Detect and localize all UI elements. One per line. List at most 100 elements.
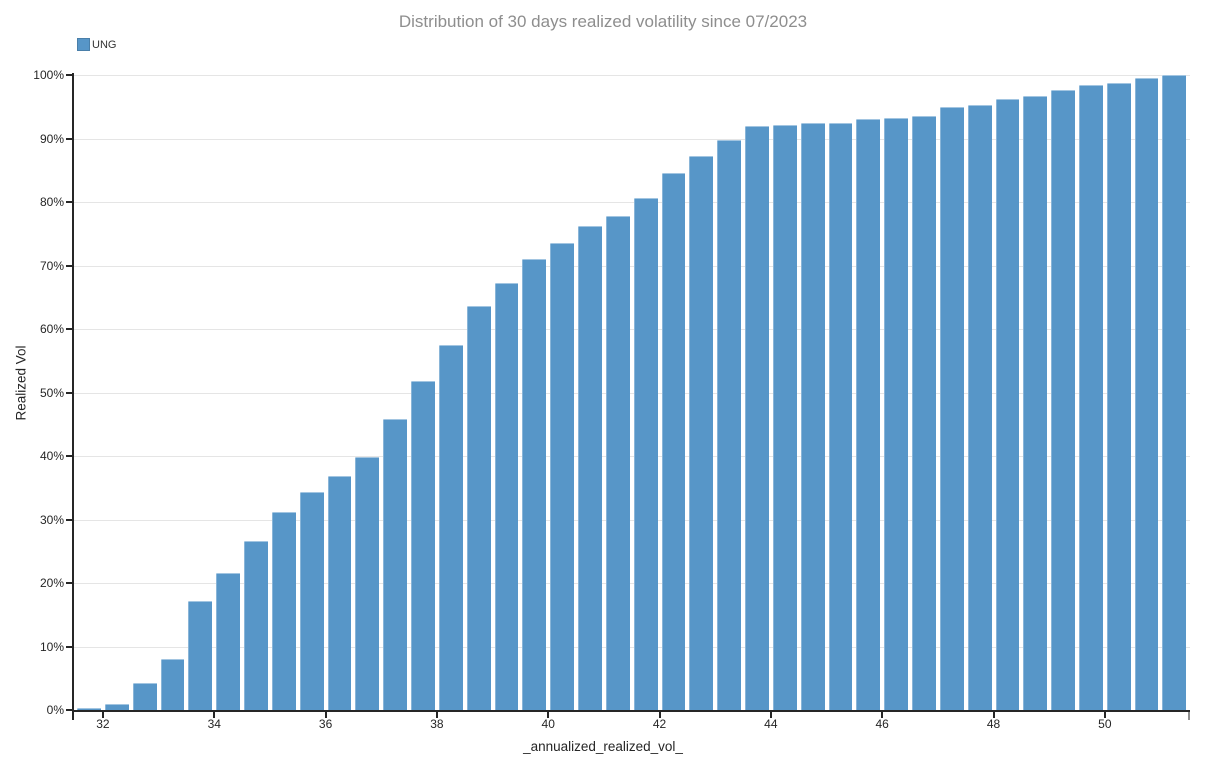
bar-bin-49.25 bbox=[1051, 89, 1075, 710]
y-tick-mark-80 bbox=[66, 201, 73, 203]
y-tick-mark-90 bbox=[66, 137, 73, 140]
bar-bin-34.25 bbox=[216, 572, 241, 710]
bar-bin-41.25 bbox=[605, 215, 630, 710]
bar-bin-46.25 bbox=[884, 117, 909, 710]
bar-bin-33.25 bbox=[160, 658, 185, 710]
y-tick-label-50: 50% bbox=[39, 385, 64, 400]
x-axis-title: _annualized_realized_vol_ bbox=[523, 739, 683, 754]
bar-bin-32.75 bbox=[132, 683, 157, 710]
bar-bin-50.75 bbox=[1134, 78, 1159, 710]
bar-bin-36.75 bbox=[355, 456, 380, 710]
y-axis-title: Realized Vol bbox=[13, 345, 29, 421]
bar-bin-38.25 bbox=[438, 344, 463, 710]
x-tick-label-50: 50 bbox=[1098, 717, 1112, 731]
x-tick-mark-42 bbox=[658, 712, 661, 718]
bar-bin-48.25 bbox=[995, 98, 1020, 710]
x-tick-mark-48 bbox=[992, 712, 995, 718]
gridline-20 bbox=[74, 583, 1190, 584]
bar-bin-49.75 bbox=[1079, 84, 1103, 710]
y-tick-mark-40 bbox=[66, 455, 73, 457]
x-tick-mark-46 bbox=[881, 712, 884, 718]
gridline-90 bbox=[74, 138, 1190, 140]
bar-bin-50.25 bbox=[1106, 82, 1131, 710]
x-tick-label-38: 38 bbox=[430, 717, 444, 731]
x-tick-label-34: 34 bbox=[207, 717, 221, 731]
gridline-80 bbox=[74, 202, 1190, 203]
y-tick-mark-30 bbox=[66, 518, 73, 521]
bar-bin-48.75 bbox=[1023, 95, 1048, 710]
x-tick-label-32: 32 bbox=[96, 717, 110, 731]
x-tick-mark-40 bbox=[547, 712, 550, 718]
bar-bin-35.75 bbox=[299, 492, 324, 710]
y-axis-line bbox=[72, 73, 74, 720]
y-tick-label-20: 20% bbox=[39, 576, 64, 590]
bar-bin-47.25 bbox=[939, 107, 964, 710]
bar-bin-36.25 bbox=[327, 476, 352, 710]
x-tick-label-40: 40 bbox=[541, 717, 555, 731]
bar-bin-43.25 bbox=[717, 139, 742, 710]
chart-title: Distribution of 30 days realized volatil… bbox=[398, 12, 808, 31]
x-tick-label-42: 42 bbox=[652, 717, 667, 731]
bar-bin-31.75 bbox=[77, 708, 101, 710]
x-tick-mark-38 bbox=[435, 712, 438, 718]
x-tick-mark-32 bbox=[101, 712, 104, 718]
bar-bin-45.75 bbox=[856, 119, 881, 710]
x-tick-mark-44 bbox=[769, 712, 772, 718]
x-axis-line bbox=[72, 710, 1190, 712]
y-tick-label-70: 70% bbox=[39, 258, 64, 273]
bar-bin-35.25 bbox=[271, 511, 296, 710]
bar-bin-47.75 bbox=[967, 104, 992, 710]
bar-bin-42.25 bbox=[661, 173, 686, 710]
y-tick-mark-100 bbox=[66, 74, 73, 76]
y-tick-label-90: 90% bbox=[39, 131, 64, 146]
x-tick-label-36: 36 bbox=[318, 717, 333, 731]
bar-bin-39.25 bbox=[494, 283, 519, 710]
gridline-30 bbox=[74, 519, 1190, 521]
bar-bin-37.25 bbox=[383, 418, 408, 710]
x-tick-label-46: 46 bbox=[875, 717, 889, 731]
y-tick-label-80: 80% bbox=[39, 195, 64, 209]
plot-area bbox=[74, 75, 1190, 710]
bar-bin-44.75 bbox=[800, 122, 825, 710]
x-tick-mark-34 bbox=[213, 712, 216, 718]
bar-bin-34.75 bbox=[244, 541, 268, 710]
legend: UNG bbox=[77, 38, 116, 51]
legend-swatch-ung bbox=[77, 38, 90, 51]
gridline-100 bbox=[74, 75, 1190, 76]
y-tick-label-60: 60% bbox=[39, 322, 64, 336]
x-tick-label-44: 44 bbox=[764, 717, 778, 731]
legend-label-ung: UNG bbox=[92, 38, 117, 51]
bar-bin-32.25 bbox=[104, 703, 129, 710]
y-tick-label-100: 100% bbox=[33, 68, 64, 82]
bar-bin-42.75 bbox=[689, 155, 714, 710]
bar-bin-43.75 bbox=[745, 126, 769, 710]
y-tick-mark-60 bbox=[66, 328, 73, 330]
bar-bin-39.75 bbox=[522, 258, 547, 710]
bar-bin-41.75 bbox=[633, 198, 658, 710]
bar-bin-45.25 bbox=[828, 122, 853, 710]
bar-bin-38.75 bbox=[466, 305, 491, 710]
bar-bin-51.25 bbox=[1162, 75, 1187, 710]
gridline-70 bbox=[74, 265, 1190, 267]
x-tick-label-48: 48 bbox=[986, 717, 1001, 731]
y-tick-mark-10 bbox=[66, 645, 73, 648]
x-tick-mark-50 bbox=[1103, 712, 1106, 718]
gridline-50 bbox=[74, 392, 1190, 394]
y-tick-label-10: 10% bbox=[39, 639, 64, 654]
x-tick-mark-36 bbox=[324, 712, 327, 718]
gridline-60 bbox=[74, 329, 1190, 330]
y-tick-label-30: 30% bbox=[39, 512, 64, 527]
bar-bin-46.75 bbox=[912, 115, 936, 710]
bar-bin-40.75 bbox=[578, 225, 602, 710]
y-tick-label-0: 0% bbox=[46, 703, 64, 717]
y-tick-label-40: 40% bbox=[39, 449, 64, 463]
y-tick-mark-20 bbox=[66, 582, 73, 584]
bar-bin-37.75 bbox=[411, 381, 435, 710]
gridline-10 bbox=[74, 646, 1190, 648]
bar-bin-33.75 bbox=[188, 600, 213, 710]
y-tick-mark-0 bbox=[66, 709, 73, 711]
gridline-40 bbox=[74, 456, 1190, 457]
y-tick-mark-50 bbox=[66, 391, 73, 394]
y-tick-mark-70 bbox=[66, 264, 73, 267]
